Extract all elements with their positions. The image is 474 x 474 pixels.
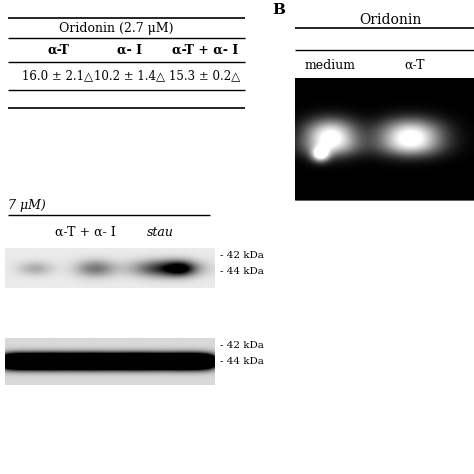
Bar — [295, 78, 474, 200]
Text: Oridonin (2.7 μM): Oridonin (2.7 μM) — [59, 21, 174, 35]
Text: α-T: α-T — [47, 44, 69, 56]
Text: α-T + α- I: α-T + α- I — [55, 226, 115, 238]
Text: Oridonin: Oridonin — [359, 13, 421, 27]
Text: stau: stau — [146, 226, 173, 238]
Text: α-T: α-T — [405, 58, 425, 72]
Text: 15.3 ± 0.2△: 15.3 ± 0.2△ — [169, 70, 241, 82]
Text: 7 μM): 7 μM) — [8, 199, 46, 211]
Text: - 44 kDa: - 44 kDa — [220, 357, 264, 366]
Text: - 44 kDa: - 44 kDa — [220, 267, 264, 276]
Text: medium: medium — [304, 58, 356, 72]
Text: - 42 kDa: - 42 kDa — [220, 252, 264, 261]
Text: α- I: α- I — [118, 44, 143, 56]
Text: 16.0 ± 2.1△: 16.0 ± 2.1△ — [22, 70, 93, 82]
Text: α-T + α- I: α-T + α- I — [172, 44, 238, 56]
Text: 10.2 ± 1.4△: 10.2 ± 1.4△ — [94, 70, 165, 82]
Text: B: B — [272, 3, 285, 17]
Text: - 42 kDa: - 42 kDa — [220, 341, 264, 350]
